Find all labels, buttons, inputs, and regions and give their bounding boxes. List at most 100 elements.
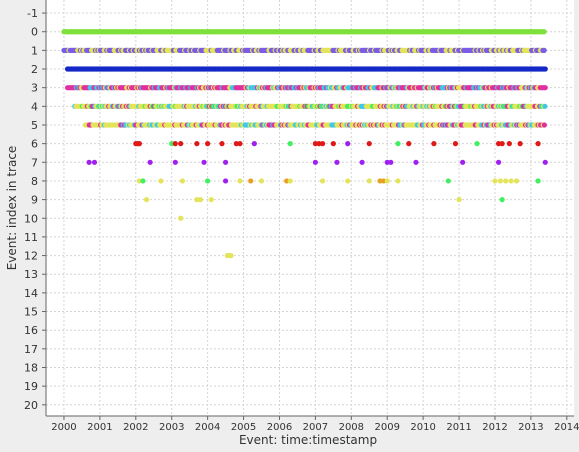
- data-point: [395, 178, 401, 184]
- data-point: [205, 141, 211, 147]
- data-point: [91, 159, 98, 165]
- x-tick-label: 2007: [303, 422, 328, 433]
- data-point: [541, 29, 547, 35]
- data-point: [319, 178, 326, 184]
- data-point: [384, 178, 390, 184]
- x-tick-label: 2005: [231, 422, 256, 433]
- x-tick-label: 2013: [518, 422, 543, 433]
- data-point: [208, 197, 214, 203]
- data-point: [136, 141, 142, 147]
- data-point: [201, 159, 207, 165]
- y-tick-label: 20: [24, 399, 38, 412]
- data-point: [312, 141, 318, 147]
- data-point: [445, 178, 451, 184]
- data-point: [284, 178, 290, 184]
- x-axis-label: Event: time:timestamp: [239, 433, 377, 447]
- data-point: [542, 159, 548, 165]
- y-tick-label: 19: [24, 380, 38, 393]
- data-point: [178, 215, 184, 221]
- data-point: [377, 178, 383, 184]
- data-point: [258, 178, 265, 184]
- y-tick-label: 10: [24, 212, 38, 225]
- x-tick-label: 2003: [159, 422, 184, 433]
- y-tick-label: 5: [31, 119, 38, 132]
- data-point: [499, 141, 505, 147]
- y-tick-label: 18: [24, 361, 38, 374]
- data-point: [506, 141, 512, 147]
- data-point: [474, 141, 480, 147]
- data-point: [495, 141, 502, 147]
- y-tick-label: 17: [24, 343, 38, 356]
- data-point: [287, 178, 293, 184]
- data-point: [316, 141, 322, 147]
- data-point: [345, 178, 351, 184]
- x-tick-label: 2014: [554, 422, 579, 433]
- x-tick-label: 2012: [482, 422, 507, 433]
- data-point: [495, 159, 502, 165]
- data-point: [147, 159, 153, 165]
- data-point: [492, 178, 498, 184]
- data-point: [542, 66, 548, 72]
- y-tick-label: 13: [24, 268, 38, 281]
- data-point: [140, 178, 146, 184]
- data-point: [287, 141, 293, 147]
- data-point: [366, 178, 372, 184]
- y-tick-label: 14: [24, 287, 38, 300]
- x-tick-label: 2011: [446, 422, 471, 433]
- data-point: [381, 178, 387, 184]
- data-point: [535, 141, 541, 147]
- y-tick-label: 1: [31, 44, 38, 57]
- data-point: [366, 141, 372, 147]
- y-tick-label: 2: [31, 63, 38, 76]
- data-point: [172, 141, 178, 147]
- y-tick-label: 7: [31, 156, 38, 169]
- y-tick-label: 3: [31, 82, 38, 95]
- data-point: [541, 47, 547, 53]
- data-point: [172, 159, 178, 165]
- data-point: [205, 178, 211, 184]
- y-tick-label: 15: [24, 306, 38, 319]
- x-tick-label: 2001: [87, 422, 112, 433]
- y-tick-label: 12: [24, 250, 38, 263]
- data-point: [345, 141, 351, 147]
- data-point: [194, 141, 200, 147]
- x-tick-label: 2000: [51, 422, 76, 433]
- data-point: [497, 178, 503, 184]
- data-point: [456, 197, 462, 203]
- data-point: [178, 141, 184, 147]
- y-tick-label: 6: [31, 138, 38, 151]
- data-point: [452, 141, 459, 147]
- y-tick-label: 8: [31, 175, 38, 188]
- data-point: [237, 178, 243, 184]
- data-point: [248, 178, 254, 184]
- data-point: [86, 159, 92, 165]
- y-axis-label: Event: index in trace: [5, 146, 19, 271]
- data-point: [508, 178, 514, 184]
- data-point: [542, 85, 548, 91]
- data-point: [395, 141, 401, 147]
- data-point: [222, 178, 229, 184]
- data-point: [237, 141, 243, 147]
- data-point: [517, 141, 523, 147]
- data-point: [359, 159, 365, 165]
- x-tick-label: 2010: [410, 422, 435, 433]
- x-axis-ticks: 2000 2001 2002 2003 2004 2005 2006 2007 2008 2009…: [51, 416, 579, 433]
- data-points: [61, 29, 548, 259]
- x-tick-label: 2002: [123, 422, 148, 433]
- x-tick-label: 2004: [195, 422, 220, 433]
- y-tick-label: 4: [31, 100, 38, 113]
- data-point: [233, 141, 239, 147]
- data-point: [535, 178, 541, 184]
- data-point: [503, 178, 509, 184]
- data-point: [219, 141, 225, 147]
- y-tick-label: 16: [24, 324, 38, 337]
- data-point: [334, 159, 340, 165]
- x-tick-label: 2009: [374, 422, 399, 433]
- data-point: [542, 103, 548, 109]
- data-point: [413, 159, 419, 165]
- data-point: [388, 159, 394, 165]
- data-point: [406, 141, 412, 147]
- data-point: [194, 197, 200, 203]
